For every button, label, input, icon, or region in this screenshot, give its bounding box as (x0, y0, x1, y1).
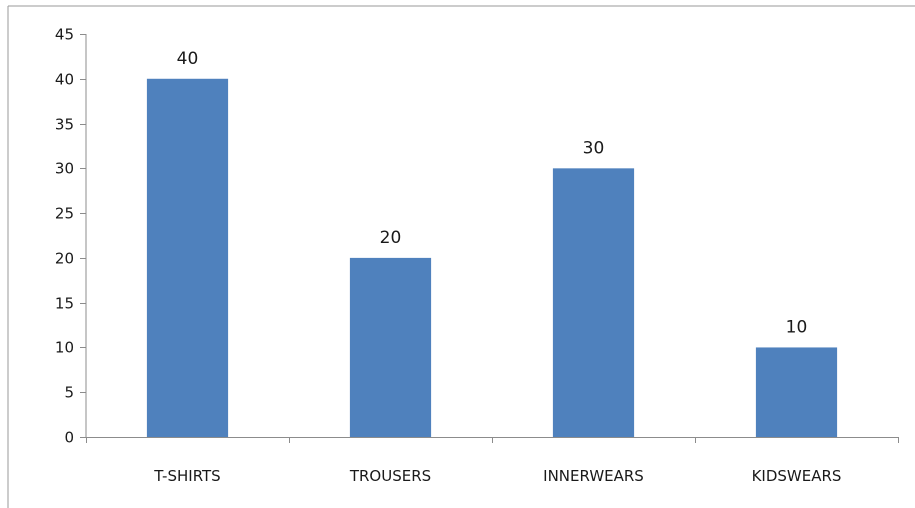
x-category-label: TROUSERS (349, 467, 431, 485)
y-tick-label: 20 (55, 250, 74, 268)
bar (146, 78, 229, 438)
y-tick-label: 15 (55, 295, 74, 313)
y-tick-label: 5 (64, 384, 74, 402)
bar-data-label: 20 (380, 228, 402, 248)
data-labels: 40 20 30 10 (177, 49, 808, 338)
bar (349, 257, 432, 437)
y-tick-label: 45 (55, 26, 74, 44)
x-axis: T-SHIRTS TROUSERS INNERWEARS KIDSWEARS (86, 437, 899, 485)
x-category-label: KIDSWEARS (752, 467, 842, 485)
y-tick-label: 35 (55, 116, 74, 134)
bar-data-label: 10 (786, 317, 808, 337)
y-tick-label: 10 (55, 339, 74, 357)
x-category-label: T-SHIRTS (153, 467, 220, 485)
bar (755, 347, 838, 437)
bar-data-label: 40 (177, 49, 199, 69)
y-tick-label: 0 (64, 429, 74, 447)
y-tick-label: 30 (55, 160, 74, 178)
bars (146, 78, 838, 438)
x-category-label: INNERWEARS (543, 467, 644, 485)
bar-data-label: 30 (583, 138, 605, 158)
bar (552, 168, 635, 438)
y-tick-label: 25 (55, 205, 74, 223)
y-tick-label: 40 (55, 71, 74, 89)
y-axis: 0 5 10 15 20 25 30 35 40 45 (55, 26, 87, 447)
